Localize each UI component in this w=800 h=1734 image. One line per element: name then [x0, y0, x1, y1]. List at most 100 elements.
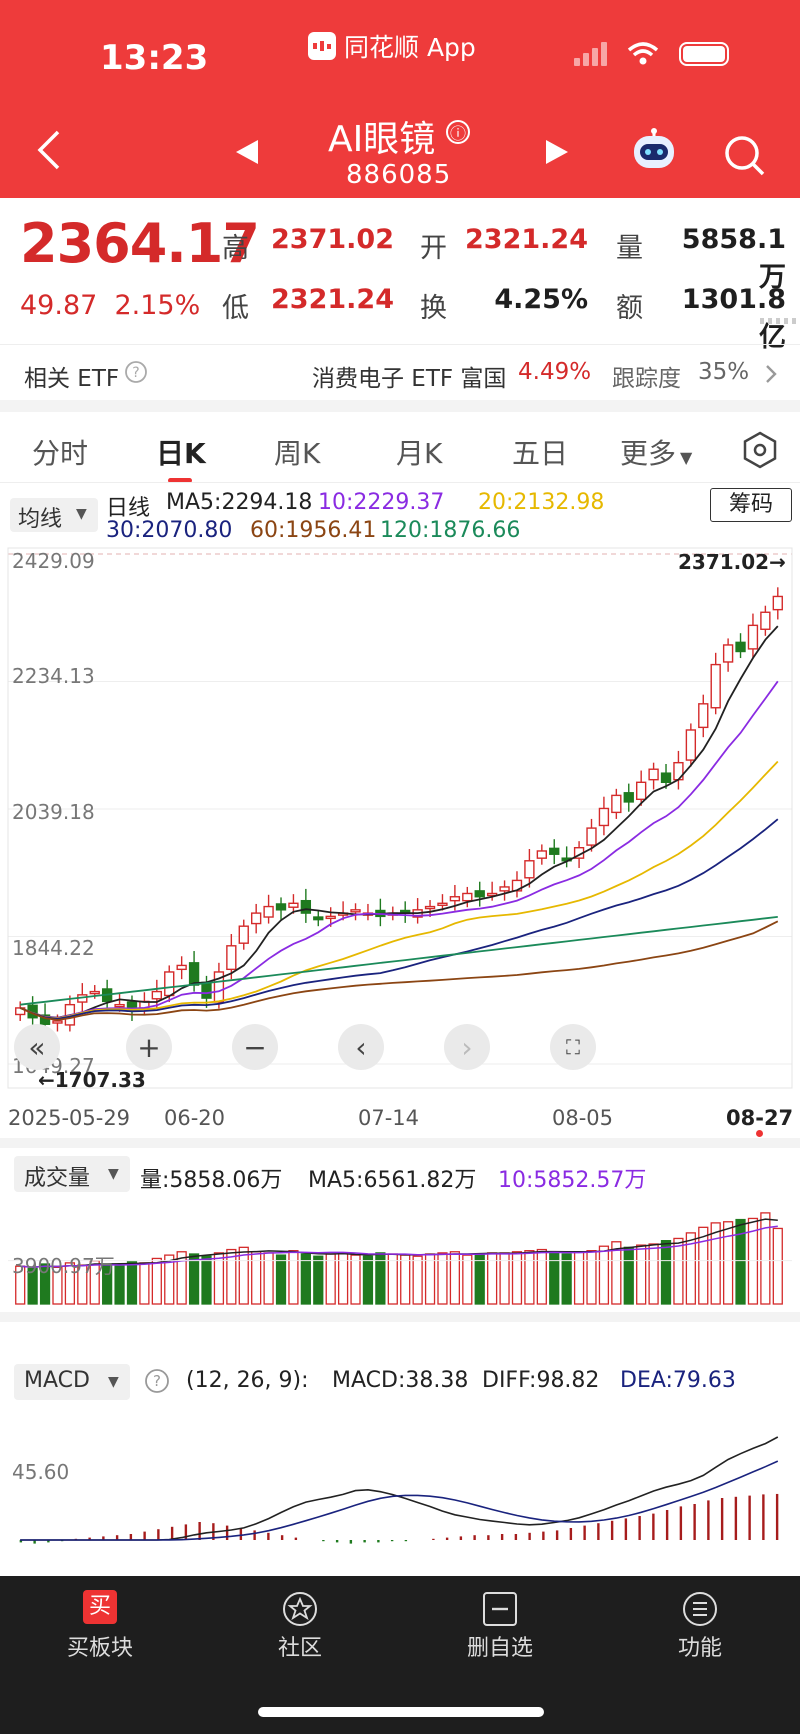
candle-body	[772, 595, 783, 611]
etf-label: 相关 ETF	[24, 366, 120, 392]
volume-bar	[375, 1252, 386, 1305]
scroll-left-icon[interactable]: «	[14, 1024, 60, 1070]
help-icon[interactable]: ?	[124, 360, 148, 384]
volume-bar	[126, 1261, 138, 1305]
ma-selector[interactable]: 均线 ▼	[10, 498, 98, 532]
amount-value: 1301.8亿	[681, 284, 786, 353]
nav-functions[interactable]	[640, 1590, 760, 1632]
volume-bar	[722, 1221, 734, 1305]
volume-bar	[300, 1253, 311, 1305]
ma-selector-label: 均线	[18, 507, 63, 532]
volume-bar	[27, 1267, 38, 1305]
ma30-line	[19, 818, 779, 1020]
nav-buy-sector[interactable]: 买	[40, 1590, 160, 1624]
help-icon[interactable]: ?	[144, 1368, 170, 1394]
tracking-value: 35%	[698, 359, 750, 385]
volume-bar	[611, 1241, 622, 1305]
volume-bar	[511, 1251, 523, 1305]
tab-intraday[interactable]: 分时	[32, 437, 89, 470]
signal-icon	[574, 42, 607, 66]
volume-value: 5858.1万	[681, 224, 786, 293]
status-icons	[574, 42, 729, 66]
ma20-value: 20:2132.98	[478, 490, 605, 515]
open-value: 2321.24	[465, 224, 588, 255]
next-icon[interactable]: ›	[444, 1024, 490, 1070]
stock-code: 886085	[346, 160, 452, 190]
candle-body	[313, 916, 324, 921]
nav-label: 社区	[277, 1636, 322, 1661]
tab-weekly-k[interactable]: 周K	[274, 437, 321, 470]
info-icon[interactable]: ⓘ	[446, 120, 470, 144]
volume-bar	[387, 1253, 398, 1305]
settings-hex-icon[interactable]	[740, 430, 780, 470]
change-percent: 2.15%	[114, 290, 201, 321]
search-icon[interactable]	[722, 133, 766, 177]
volume-bar	[313, 1255, 324, 1305]
tab-monthly-k[interactable]: 月K	[396, 437, 443, 470]
candle-body	[474, 890, 485, 898]
ma5-value: MA5:2294.18	[166, 490, 313, 515]
status-app[interactable]: 同花顺 App	[308, 28, 476, 64]
back-icon[interactable]	[30, 128, 70, 172]
page-indicator	[760, 318, 800, 324]
app-logo-icon	[308, 32, 336, 60]
macd-selector[interactable]: MACD ▼	[14, 1364, 130, 1400]
prev-stock-button[interactable]	[236, 140, 258, 164]
zoom-out-button[interactable]: −	[232, 1024, 278, 1070]
volume-ma5: MA5:6561.82万	[308, 1168, 477, 1193]
fullscreen-icon[interactable]: ⛶	[550, 1024, 596, 1070]
volume-bar	[64, 1262, 76, 1305]
volume-chart[interactable]	[0, 1196, 800, 1308]
candle-body	[238, 925, 249, 944]
candle-body	[486, 892, 498, 897]
next-stock-button[interactable]	[546, 140, 568, 164]
volume-bar	[288, 1250, 299, 1305]
candlestick-chart[interactable]	[0, 540, 800, 1096]
ma120-value: 120:1876.66	[380, 518, 521, 543]
page-title: AI眼镜	[328, 119, 436, 160]
candle-body	[722, 644, 734, 663]
chip-button[interactable]: 筹码	[710, 488, 792, 522]
dea-line	[20, 1460, 779, 1541]
price-axis-label: 1844.22	[12, 936, 95, 960]
macd-axis-label: 45.60	[12, 1460, 70, 1484]
tab-daily-k[interactable]: 日K	[156, 437, 206, 470]
nav-community[interactable]	[240, 1590, 360, 1632]
date-label: 2025-05-29	[8, 1106, 131, 1130]
volume-axis-label: 3900.97万	[12, 1254, 115, 1278]
buy-icon: 买	[83, 1590, 117, 1624]
candle-body	[648, 768, 659, 781]
candle-body	[275, 903, 287, 911]
volume-bar	[710, 1222, 721, 1305]
related-etf-row[interactable]: 相关 ETF ? 消费电子 ETF 富国 4.49% 跟踪度 35%	[0, 344, 800, 401]
active-tab-indicator	[168, 478, 192, 483]
candle-body	[462, 892, 473, 902]
diff-line	[20, 1436, 779, 1541]
volume-bar	[698, 1226, 709, 1305]
volume-selector[interactable]: 成交量 ▼	[14, 1156, 130, 1192]
robot-assistant-icon[interactable]	[630, 128, 678, 172]
volume-bar	[164, 1254, 175, 1305]
tab-five-day[interactable]: 五日	[512, 437, 569, 470]
candle-body	[288, 902, 299, 908]
volume-label: 量	[616, 233, 643, 264]
candle-body	[201, 981, 212, 999]
nav-remove-watchlist[interactable]	[440, 1590, 560, 1632]
battery-icon	[679, 42, 729, 66]
ma-period: 日线	[106, 496, 151, 521]
volume-bar	[251, 1251, 262, 1305]
nav-label: 买板块	[66, 1636, 133, 1661]
minus-square-icon	[483, 1592, 517, 1626]
macd-chart[interactable]	[0, 1400, 800, 1550]
tab-more[interactable]: 更多 ▼	[620, 432, 692, 472]
volume-bar	[362, 1255, 374, 1305]
volume-bar	[325, 1253, 336, 1305]
candle-body	[325, 915, 336, 920]
ma60-value: 60:1956.41	[250, 518, 377, 543]
low-marker: ←1707.33	[38, 1068, 146, 1092]
zoom-in-button[interactable]: +	[126, 1024, 172, 1070]
candle-body	[226, 945, 237, 971]
nav-label: 删自选	[466, 1636, 533, 1661]
previous-icon[interactable]: ‹	[338, 1024, 384, 1070]
status-time: 13:23	[100, 38, 209, 78]
